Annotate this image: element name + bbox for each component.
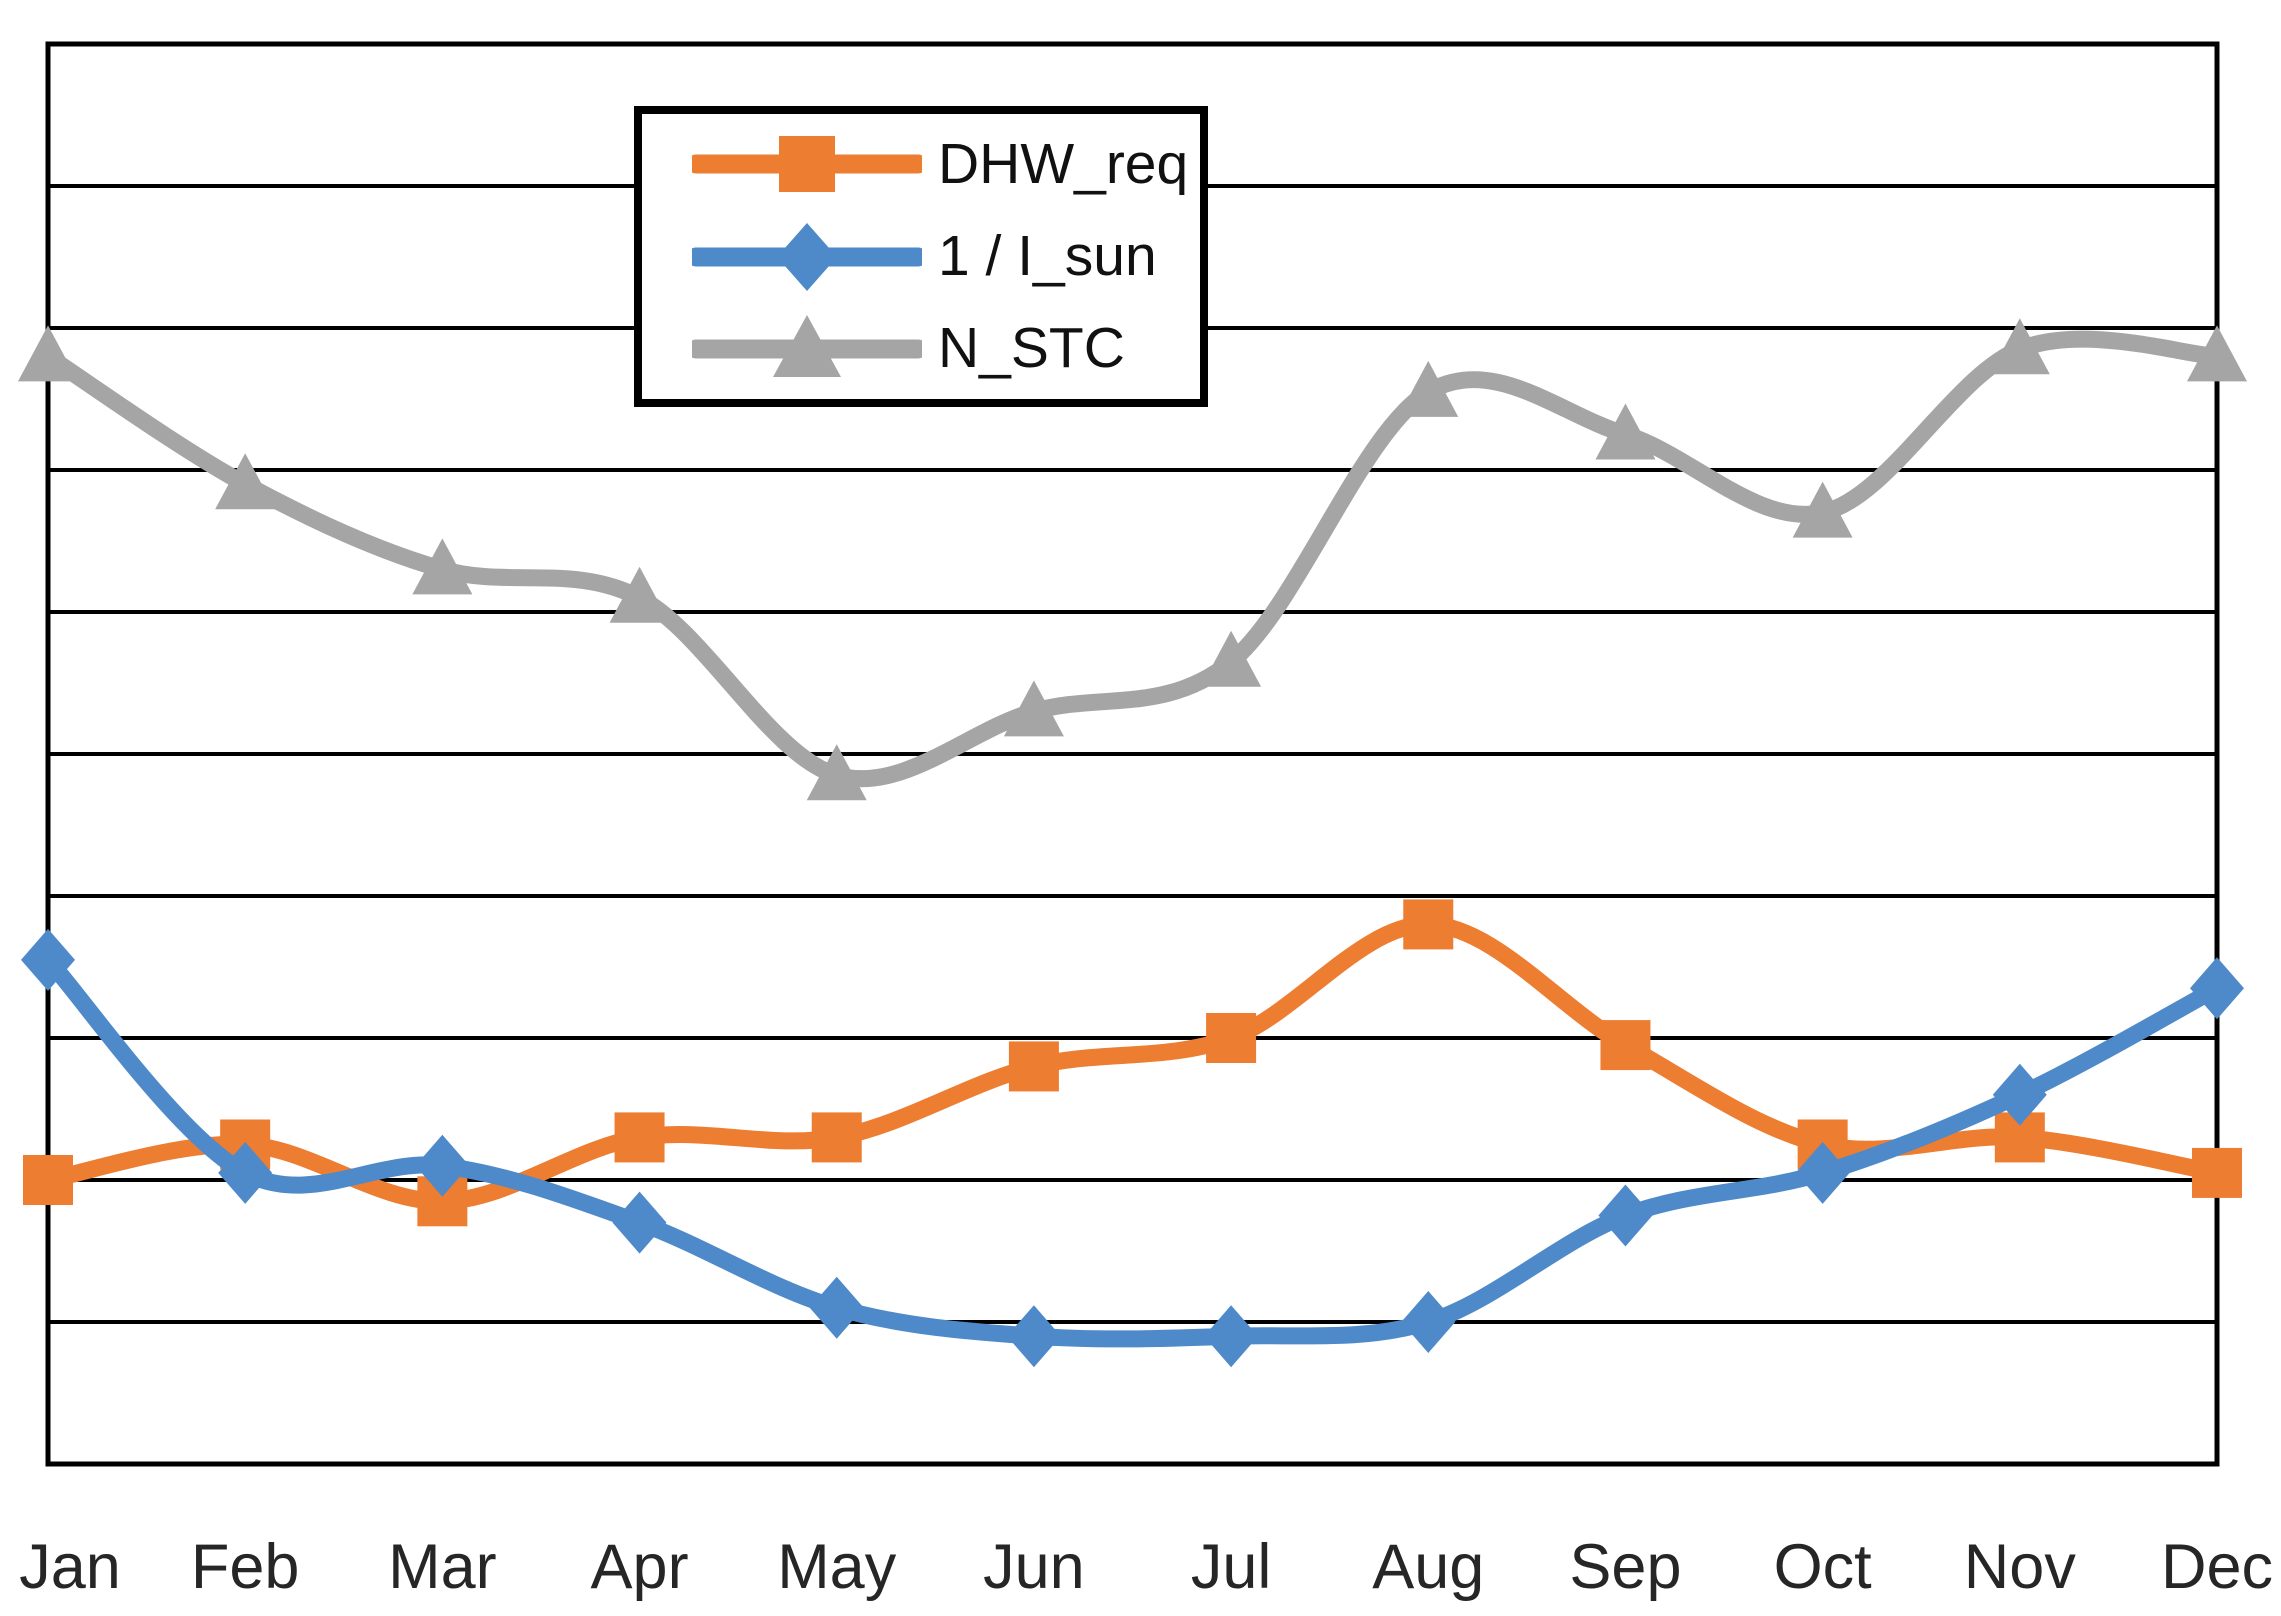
marker-triangle-n-stc	[1003, 680, 1064, 737]
marker-diamond-1-i-sun	[809, 1276, 864, 1339]
marker-triangle-n-stc	[609, 566, 670, 623]
marker-diamond-1-i-sun	[2190, 957, 2244, 1020]
marker-triangle-n-stc	[1398, 360, 1459, 417]
x-axis-label: Sep	[1569, 1532, 1681, 1602]
plot-border	[45, 41, 2220, 1467]
marker-triangle-n-stc	[1989, 318, 2050, 375]
legend-label: N_STC	[938, 316, 1125, 381]
chart-legend: DHW_req 1 / I_sun N_STC	[634, 106, 1208, 407]
marker-triangle-n-stc	[412, 538, 473, 595]
legend-marker-diamond-icon	[692, 222, 922, 291]
marker-square-dhw-req	[614, 1112, 665, 1163]
marker-square-dhw-req	[1008, 1041, 1059, 1092]
marker-diamond-1-i-sun	[1204, 1305, 1259, 1368]
marker-diamond-1-i-sun	[21, 928, 75, 991]
x-axis-label: Jun	[983, 1532, 1085, 1602]
legend-marker-triangle-icon	[692, 314, 922, 377]
marker-square-dhw-req	[23, 1155, 73, 1205]
marker-square-dhw-req	[811, 1112, 862, 1163]
x-axis-label: Dec	[2161, 1532, 2273, 1602]
x-axis-label: Mar	[388, 1532, 497, 1602]
marker-diamond-1-i-sun	[1006, 1305, 1061, 1368]
marker-diamond-1-i-sun	[218, 1141, 273, 1204]
series-line-dhw-req	[39, 915, 2226, 1210]
marker-diamond-1-i-sun	[1992, 1063, 2047, 1126]
x-axis-label: Feb	[191, 1532, 300, 1602]
marker-diamond-1-i-sun	[1795, 1141, 1850, 1204]
x-axis-label: Jan	[19, 1532, 121, 1602]
marker-triangle-n-stc	[806, 744, 867, 801]
legend-label: DHW_req	[938, 131, 1189, 196]
series-dhw-req	[23, 899, 2242, 1227]
x-axis-label: May	[777, 1532, 897, 1602]
legend-label: 1 / I_sun	[938, 224, 1157, 288]
marker-triangle-n-stc	[1595, 403, 1656, 460]
marker-diamond-1-i-sun	[1598, 1184, 1653, 1247]
legend-item-1-i-sun: 1 / I_sun	[692, 215, 1200, 299]
series-1-i-sun	[21, 928, 2244, 1368]
x-axis-label: Oct	[1774, 1532, 1873, 1602]
marker-triangle-n-stc	[215, 453, 276, 510]
marker-square-dhw-req	[1403, 899, 1454, 950]
legend-marker-glyph	[773, 314, 841, 377]
marker-triangle-n-stc	[2187, 325, 2247, 382]
marker-triangle-n-stc	[1792, 481, 1853, 538]
legend-marker-glyph	[777, 222, 837, 291]
marker-diamond-1-i-sun	[1401, 1291, 1456, 1353]
x-axis-labels: Jan Feb Mar Apr May Jun Jul Aug Sep Oct Nov Dec	[19, 1532, 2273, 1602]
x-axis-label: Jul	[1191, 1532, 1272, 1602]
x-axis-label: Aug	[1372, 1532, 1484, 1602]
legend-item-dhw-req: DHW_req	[692, 122, 1200, 206]
marker-triangle-n-stc	[1201, 630, 1262, 687]
series-line-1-i-sun	[39, 951, 2226, 1348]
marker-square-dhw-req	[1206, 1013, 1257, 1063]
series-n-stc	[18, 318, 2247, 801]
x-axis-label: Apr	[591, 1532, 689, 1602]
x-axis-label: Nov	[1964, 1532, 2077, 1602]
legend-marker-square-icon	[692, 136, 922, 193]
marker-square-dhw-req	[2192, 1147, 2242, 1198]
legend-item-n-stc: N_STC	[692, 307, 1200, 391]
marker-square-dhw-req	[1600, 1020, 1651, 1071]
marker-triangle-n-stc	[18, 325, 78, 382]
legend-marker-glyph	[779, 136, 835, 193]
marker-diamond-1-i-sun	[612, 1191, 667, 1254]
marker-diamond-1-i-sun	[415, 1134, 470, 1197]
